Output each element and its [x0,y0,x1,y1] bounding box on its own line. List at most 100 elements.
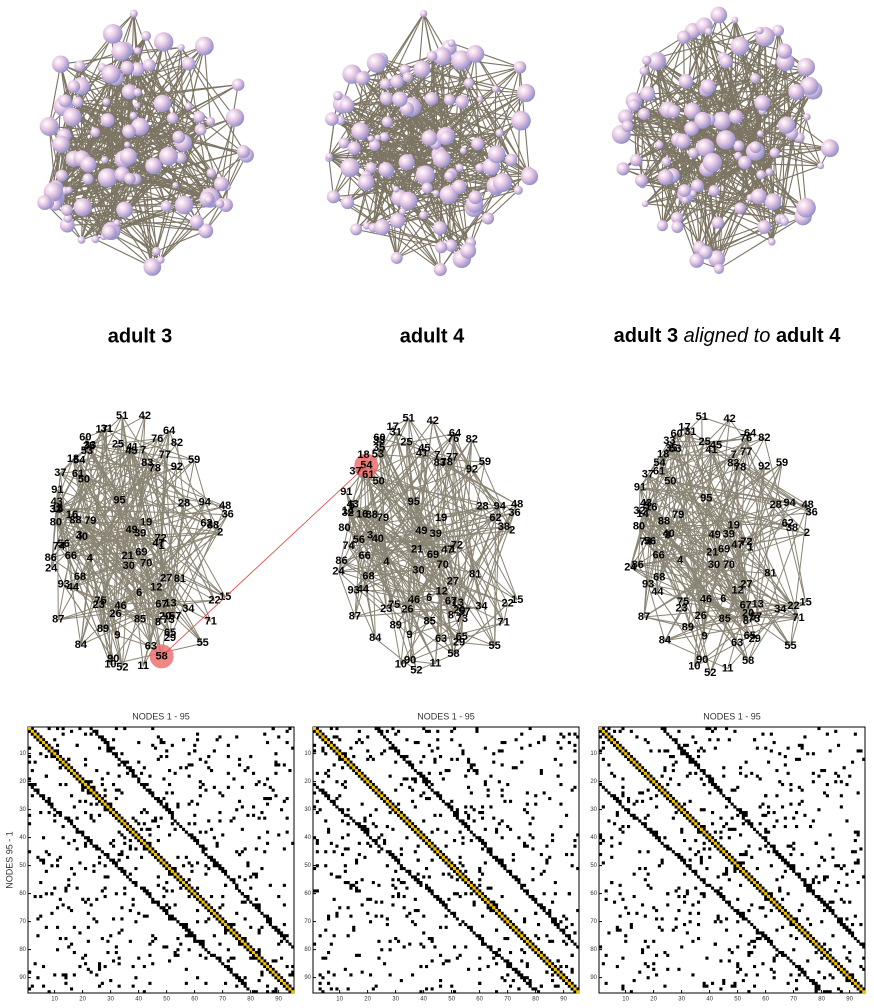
matrix-cell [534,898,537,901]
matrix-cell [545,971,548,974]
matrix-cell [515,971,518,974]
matrix-cell [266,842,269,845]
matrix-cell [266,741,269,744]
node-label: 43 [51,496,63,508]
matrix-cell [196,892,199,895]
matrix-cell [291,971,294,974]
matrix-cell [559,747,562,750]
matrix-cell [252,903,255,906]
matrix-cell [81,777,84,780]
matrix-cell [506,962,509,965]
matrix-cell [358,889,361,892]
node [193,111,205,123]
matrix-cell [431,987,434,990]
matrix-cell [162,906,165,909]
matrix-cell [115,945,118,948]
matrix-cell [506,825,509,828]
x-tick-label: 10 [336,997,343,1003]
matrix-cell [324,794,327,797]
matrix-cell [210,769,213,772]
node-label: 76 [447,433,459,445]
matrix-cell [548,959,551,962]
y-tick-label: 80 [19,947,26,953]
matrix-cell [216,845,219,848]
node [134,47,141,54]
node-label: 30 [412,565,424,577]
matrix-cell [179,875,182,878]
matrix-cell [355,772,358,775]
matrix-cell [484,845,487,848]
matrix-cell [537,990,540,993]
matrix-cell [258,979,261,982]
matrix-cell [333,800,336,803]
matrix-cell [347,934,350,937]
matrix-cell [101,783,104,786]
matrix-cell [202,901,205,904]
matrix-cell [241,979,244,982]
matrix-cell [210,909,213,912]
matrix-cell [101,850,104,853]
matrix-cell [503,800,506,803]
matrix-cell [185,856,188,859]
matrix-cell [109,805,112,808]
matrix-cell [260,959,263,962]
node-label: 46 [114,600,126,612]
matrix-cell [459,856,462,859]
matrix-cell [249,901,252,904]
matrix-cell [557,775,560,778]
node [460,147,467,154]
node-label: 21 [706,547,718,559]
matrix-cell [576,945,579,948]
matrix-cell [515,875,518,878]
matrix-cell [515,968,518,971]
matrix-cell [87,789,90,792]
matrix-cell [599,730,602,733]
matrix-cell [221,923,224,926]
matrix-cell [190,864,193,867]
matrix-cell [148,895,151,898]
matrix-cell [464,878,467,881]
matrix-cell [42,741,45,744]
matrix-cell [76,887,79,890]
matrix-cell [526,845,529,848]
node-label: 73 [163,614,175,626]
matrix-cell [515,931,518,934]
matrix-cell [151,794,154,797]
node-label: 43 [347,499,359,511]
node-label: 26 [695,610,707,622]
matrix-cell [241,943,244,946]
matrix-cell [321,976,324,979]
node [427,51,438,62]
matrix-cell [67,817,70,820]
matrix-cell [280,976,283,979]
matrix-cell [419,761,422,764]
matrix-cell [101,777,104,780]
matrix-cell [98,965,101,968]
matrix-cell [137,836,140,839]
matrix-cell [419,943,422,946]
node [469,191,482,204]
matrix-cell [213,934,216,937]
matrix-cell [56,926,59,929]
node-label: 48 [219,500,231,512]
node [488,146,506,164]
node-label: 68 [362,571,374,583]
matrix-cell [459,954,462,957]
matrix-cell [543,906,546,909]
matrix-cell [132,985,135,988]
matrix-cell [487,906,490,909]
matrix-cell [174,954,177,957]
matrix-cell [389,803,392,806]
matrix-cell [210,856,213,859]
matrix-cell [576,867,579,870]
matrix-cell [36,976,39,979]
matrix-cell [277,735,280,738]
matrix-cell [151,934,154,937]
matrix-cell [433,814,436,817]
matrix-cell [405,777,408,780]
matrix-cell [232,817,235,820]
matrix-cell [344,755,347,758]
matrix-cell [422,819,425,822]
matrix-cell [53,887,56,890]
matrix-cell [495,912,498,915]
